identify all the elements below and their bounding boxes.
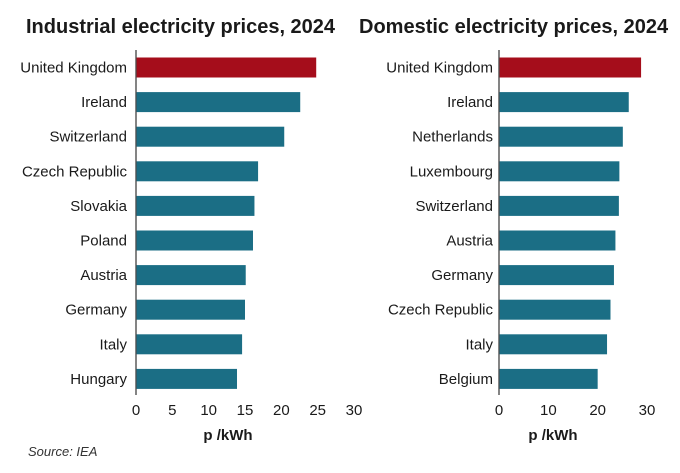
x-tick-label: 10	[540, 402, 557, 419]
bar	[136, 92, 301, 113]
x-tick-label: 0	[132, 402, 140, 419]
x-tick-label: 20	[589, 402, 606, 419]
source-note: Source: IEA	[28, 444, 97, 459]
category-label: Ireland	[447, 94, 493, 111]
chart-title: Domestic electricity prices, 2024	[359, 16, 669, 38]
x-tick-label: 25	[309, 402, 326, 419]
bar	[136, 161, 259, 182]
bar	[499, 265, 614, 286]
x-tick-label: 0	[495, 402, 503, 419]
domestic-prices-chart: Domestic electricity prices, 2024 p /kWh…	[359, 16, 669, 444]
x-tick-label: 20	[273, 402, 290, 419]
x-tick-label: 30	[639, 402, 656, 419]
category-label: Austria	[80, 267, 127, 284]
bar	[499, 161, 620, 182]
x-tick-label: 5	[168, 402, 176, 419]
bar	[499, 195, 619, 216]
bar	[499, 126, 623, 147]
category-label: Czech Republic	[22, 163, 128, 180]
bar	[136, 265, 246, 286]
bar	[136, 368, 238, 389]
category-label: Switzerland	[49, 129, 127, 146]
bar	[499, 92, 629, 113]
x-tick-label: 15	[237, 402, 254, 419]
bar	[499, 334, 608, 355]
x-tick-label: 30	[346, 402, 363, 419]
category-label: Switzerland	[415, 198, 493, 215]
category-label: Germany	[65, 302, 127, 319]
category-label: Italy	[465, 336, 493, 353]
bar	[136, 126, 285, 147]
category-label: Slovakia	[70, 198, 127, 215]
category-label: Italy	[99, 336, 127, 353]
x-axis-label: p /kWh	[528, 427, 577, 444]
category-label: Germany	[431, 267, 493, 284]
bar	[499, 299, 611, 320]
x-axis-label: p /kWh	[203, 427, 252, 444]
bar	[499, 368, 598, 389]
chart-title: Industrial electricity prices, 2024	[26, 16, 336, 38]
category-label: Belgium	[439, 371, 493, 388]
category-label: Austria	[446, 233, 493, 250]
category-label: Hungary	[70, 371, 127, 388]
bar	[499, 57, 642, 78]
x-tick-label: 10	[200, 402, 217, 419]
industrial-prices-chart: Industrial electricity prices, 2024 p /k…	[20, 16, 362, 444]
bar	[136, 230, 253, 251]
category-label: Luxembourg	[410, 163, 493, 180]
category-label: Czech Republic	[388, 302, 494, 319]
category-label: Poland	[80, 233, 127, 250]
bar	[136, 57, 317, 78]
category-label: United Kingdom	[20, 60, 127, 77]
category-label: United Kingdom	[386, 60, 493, 77]
bar	[499, 230, 616, 251]
bar	[136, 299, 245, 320]
bar	[136, 195, 255, 216]
category-label: Netherlands	[412, 129, 493, 146]
category-label: Ireland	[81, 94, 127, 111]
bar	[136, 334, 243, 355]
